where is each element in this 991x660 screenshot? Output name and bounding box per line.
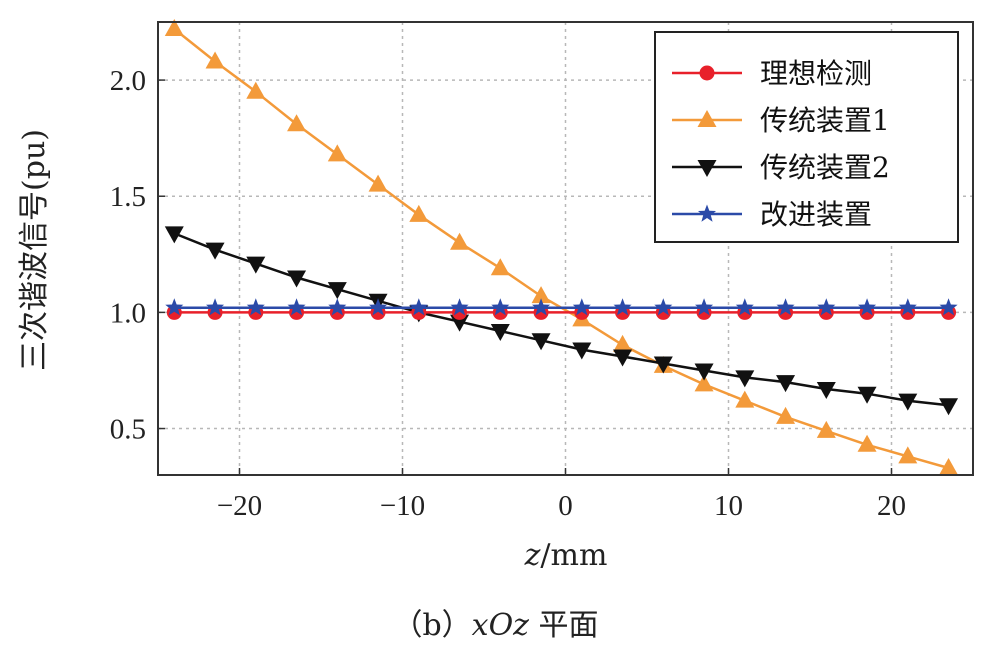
ticks: −20 −10 0 10 20 0.5 1.0 1.5 2.0 — [110, 65, 906, 522]
data-point — [409, 298, 428, 316]
data-point — [776, 298, 795, 316]
data-point — [531, 333, 551, 351]
data-point — [898, 298, 917, 316]
data-point — [816, 420, 836, 438]
data-point — [409, 204, 429, 222]
data-point — [164, 226, 184, 244]
data-point — [817, 298, 836, 316]
data-point — [898, 446, 918, 464]
series-3 — [164, 226, 959, 416]
x-tick-label: −20 — [217, 490, 262, 522]
series-layer — [164, 18, 959, 476]
data-point — [694, 374, 714, 392]
data-point — [816, 382, 836, 400]
data-point — [857, 386, 877, 404]
data-point — [164, 18, 184, 36]
data-point — [613, 334, 633, 352]
data-point — [287, 298, 306, 316]
data-point — [858, 298, 877, 316]
data-point — [532, 298, 551, 316]
x-tick-label: 0 — [558, 490, 573, 522]
legend-marker — [697, 160, 717, 177]
data-point — [695, 298, 714, 316]
data-point — [654, 298, 673, 316]
data-point — [246, 81, 266, 99]
y-tick-label: 0.5 — [110, 414, 146, 446]
legend-marker — [697, 110, 717, 127]
x-tick-label: −10 — [380, 490, 425, 522]
data-point — [327, 144, 347, 162]
caption-plane: xOz — [471, 608, 529, 643]
data-point — [490, 323, 510, 341]
series-4 — [165, 298, 958, 316]
data-point — [205, 242, 225, 260]
data-point — [246, 256, 266, 274]
y-tick-label: 1.0 — [110, 297, 146, 329]
legend-item: 理想检测 — [672, 57, 872, 90]
x-axis-unit: /mm — [540, 538, 607, 573]
caption-suffix: 平面 — [529, 608, 599, 643]
chart: −20 −10 0 10 200.51.01.52.0 z/mm 三次谐波信号(pu) … — [17, 18, 974, 573]
data-point — [857, 434, 877, 452]
data-point — [653, 356, 673, 374]
data-point — [898, 393, 918, 411]
series-line — [173, 232, 949, 407]
data-point — [369, 298, 388, 316]
figure-caption: （b）xOz 平面 — [0, 600, 991, 644]
legend-label: 理想检测 — [760, 57, 872, 90]
data-point — [939, 298, 958, 316]
data-point — [531, 286, 551, 304]
data-point — [939, 398, 959, 416]
data-point — [287, 114, 307, 132]
data-point — [735, 298, 754, 316]
data-point — [776, 406, 796, 424]
data-point — [450, 232, 470, 250]
data-point — [735, 370, 755, 388]
x-axis-title: z/mm — [524, 538, 608, 573]
data-point — [450, 298, 469, 316]
legend-label: 传统装置2 — [760, 151, 890, 184]
data-point — [368, 174, 388, 192]
data-point — [246, 298, 265, 316]
data-point — [613, 298, 632, 316]
y-tick-label: 1.5 — [110, 181, 146, 213]
legend-marker — [697, 204, 717, 222]
data-point — [206, 298, 225, 316]
legend-label: 改进装置 — [760, 198, 872, 231]
data-point — [328, 298, 347, 316]
y-tick-label: 2.0 — [110, 65, 146, 97]
data-point — [287, 270, 307, 288]
legend-item: 传统装置2 — [672, 151, 890, 184]
data-point — [490, 258, 510, 276]
caption-prefix: （b） — [392, 608, 472, 643]
data-point — [572, 298, 591, 316]
legend-marker — [699, 65, 715, 81]
legend-item: 传统装置1 — [672, 104, 890, 137]
data-point — [450, 314, 470, 332]
legend-item: 改进装置 — [672, 198, 872, 231]
x-tick-label: 20 — [877, 490, 906, 522]
data-point — [205, 51, 225, 69]
data-point — [572, 342, 592, 360]
y-axis-title: 三次谐波信号(pu) — [17, 129, 52, 371]
legend-label: 传统装置1 — [760, 104, 890, 137]
data-point — [165, 298, 184, 316]
x-axis-variable: z — [524, 538, 541, 573]
x-tick-label: 10 — [714, 490, 743, 522]
data-point — [491, 298, 510, 316]
data-point — [735, 390, 755, 408]
data-point — [939, 458, 959, 476]
data-point — [327, 282, 347, 300]
data-point — [694, 363, 714, 381]
data-point — [776, 375, 796, 393]
data-point — [613, 349, 633, 367]
